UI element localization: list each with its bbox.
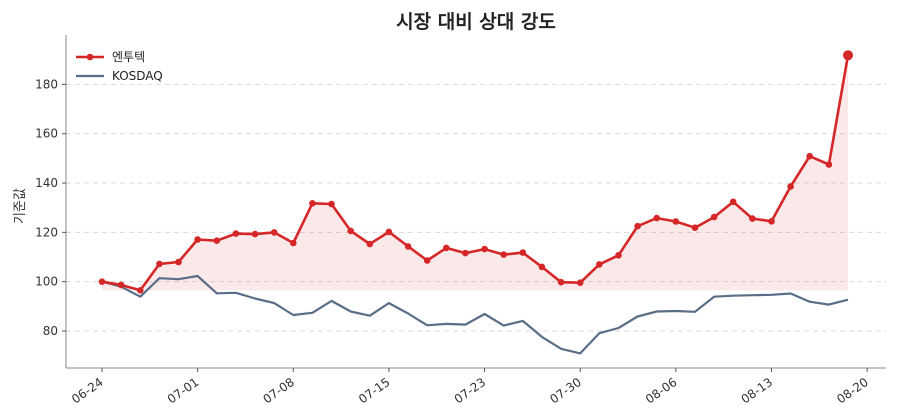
data-point-07-03	[232, 230, 240, 237]
legend: 엔투텍 KOSDAQ	[76, 50, 163, 83]
y-tick-label-140: 140	[35, 176, 58, 190]
data-point-06-27	[156, 260, 163, 268]
y-tick-label-160: 160	[35, 127, 58, 141]
outperformance-fill	[102, 55, 848, 291]
series-line-kosdaq	[101, 274, 849, 355]
x-ticks: 06-24 07-01 07-08 07-15 07-23 07-30 08-06 08-13…	[69, 368, 871, 406]
data-point-08-08	[710, 213, 718, 221]
x-tick-label-07-23: 07-23	[452, 375, 489, 406]
data-point-07-25	[519, 249, 527, 256]
data-point-08-01	[615, 252, 622, 259]
x-tick-label-07-08: 07-08	[260, 375, 297, 406]
data-point-08-06	[672, 218, 680, 225]
legend-label-ntutek: 엔투텍	[112, 50, 145, 64]
data-point-08-16	[806, 152, 813, 160]
data-point-07-17	[423, 257, 431, 264]
x-tick-label-07-15: 07-15	[356, 375, 393, 406]
x-tick-label-07-01: 07-01	[165, 375, 202, 406]
x-tick-label-08-06: 08-06	[643, 375, 680, 406]
data-point-06-26	[137, 287, 144, 294]
fill-area-group	[102, 55, 848, 291]
axes	[65, 35, 886, 369]
y-tick-label-120: 120	[35, 225, 58, 239]
data-point-08-12	[749, 215, 756, 222]
data-point-08-07	[691, 224, 699, 231]
data-point-07-16	[404, 243, 412, 250]
legend-label-kosdaq: KOSDAQ	[112, 69, 163, 83]
data-point-07-19	[462, 249, 469, 257]
data-point-07-05	[270, 229, 278, 236]
data-point-07-12	[366, 240, 374, 248]
series-points	[98, 50, 853, 294]
data-point-07-01	[194, 236, 201, 243]
y-ticks: 80 100 120 140 160 180	[35, 77, 66, 338]
data-point-07-09	[309, 200, 316, 207]
data-point-08-02	[634, 222, 641, 230]
y-tick-label-100: 100	[35, 275, 58, 289]
data-point-07-23	[481, 245, 488, 253]
x-tick-label-06-24: 06-24	[69, 375, 106, 406]
data-point-07-18	[443, 244, 450, 252]
data-point-07-26	[538, 263, 546, 271]
y-axis-label: 기준값	[13, 188, 28, 224]
data-point-08-20	[843, 50, 853, 61]
legend-marker-ntutek	[86, 53, 94, 61]
data-point-08-13	[768, 218, 775, 225]
data-point-07-15	[385, 228, 393, 236]
x-tick-label-08-13: 08-13	[739, 375, 776, 406]
data-point-08-09	[729, 198, 737, 206]
data-point-06-28	[175, 258, 182, 266]
data-point-07-04	[251, 230, 259, 238]
data-point-06-25	[117, 281, 125, 289]
series-line-ntutek	[101, 55, 850, 292]
series-lines	[101, 55, 850, 355]
x-tick-label-07-30: 07-30	[547, 375, 584, 406]
y-tick-label-180: 180	[35, 77, 58, 91]
x-tick-label-08-20: 08-20	[834, 375, 871, 406]
data-point-07-02	[213, 237, 221, 244]
chart-title: 시장 대비 상대 강도	[396, 11, 556, 33]
data-point-07-08	[290, 239, 297, 247]
data-point-07-29	[557, 278, 565, 286]
data-point-08-05	[653, 214, 660, 222]
data-point-08-14	[787, 183, 794, 190]
data-point-08-19	[825, 161, 833, 168]
data-point-07-24	[500, 251, 508, 258]
y-tick-label-80: 80	[43, 324, 58, 338]
data-point-07-10	[328, 200, 335, 208]
data-point-07-31	[596, 261, 603, 268]
data-point-07-30	[576, 279, 584, 287]
data-point-07-11	[347, 227, 355, 235]
data-point-06-24	[98, 278, 106, 286]
